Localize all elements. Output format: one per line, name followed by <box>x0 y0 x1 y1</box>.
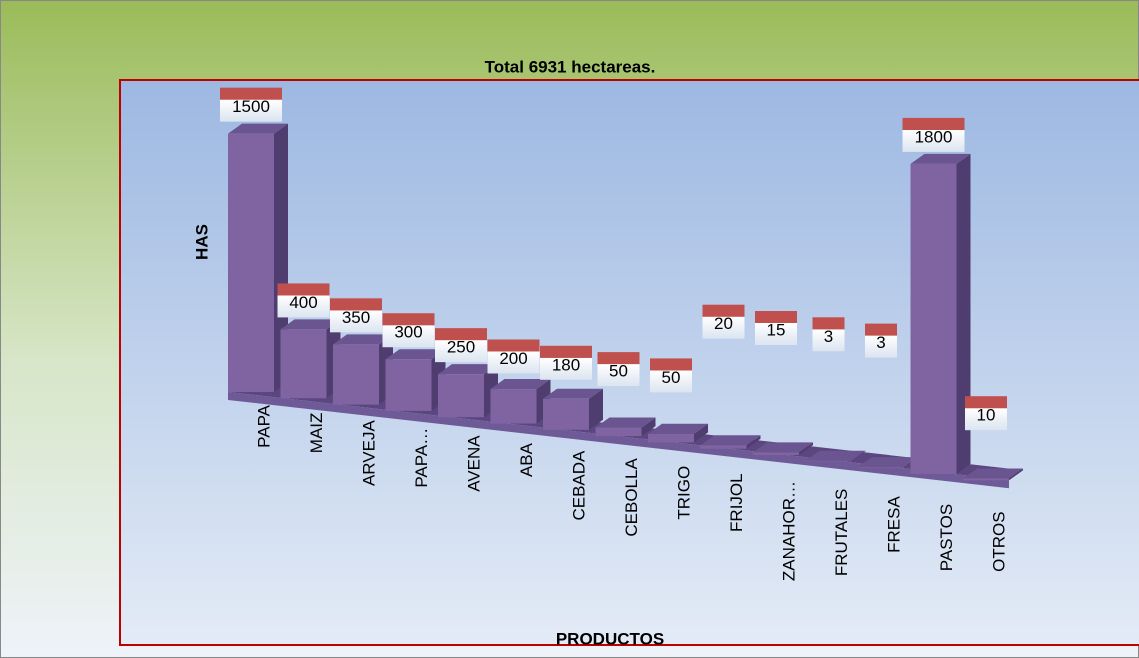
bar-side <box>589 388 603 430</box>
y-axis-label: HAS <box>192 224 211 260</box>
bar <box>595 427 642 437</box>
bar <box>385 359 432 411</box>
bar <box>228 133 274 392</box>
x-tick-label: FRESA <box>884 496 903 553</box>
bar-top <box>805 450 866 461</box>
bar-top <box>963 468 1023 479</box>
data-label-box <box>755 311 797 345</box>
x-tick-label: ABA <box>517 442 536 477</box>
x-tick-label: OTROS <box>989 511 1008 571</box>
data-label-box <box>330 298 382 333</box>
data-label-box <box>435 328 487 363</box>
bar-side <box>274 123 288 393</box>
bar <box>438 374 484 418</box>
bar <box>543 398 589 430</box>
bar <box>648 433 694 443</box>
bar-side <box>1009 468 1023 481</box>
bar <box>963 478 1009 481</box>
x-tick-label: ARVEJA <box>359 420 378 486</box>
bar-top <box>753 442 813 453</box>
data-label: 1800 <box>915 127 953 146</box>
x-tick-label: CEBADA <box>569 450 588 521</box>
x-tick-label: PAPA… <box>412 428 431 488</box>
data-label-box <box>220 87 282 122</box>
bar-side <box>799 442 813 455</box>
bar-top <box>700 435 761 446</box>
data-label: 50 <box>609 362 628 381</box>
bar-side <box>641 417 656 437</box>
bar <box>280 329 327 399</box>
x-tick-label: FRUTALES <box>832 489 851 577</box>
x-tick-label: AVENA <box>464 435 483 492</box>
x-tick-label: PAPA <box>254 404 273 447</box>
data-label-box <box>487 339 540 374</box>
bar-side <box>851 450 866 462</box>
bar-top <box>858 457 918 468</box>
data-label: 50 <box>662 368 681 387</box>
data-label: 3 <box>876 333 885 352</box>
data-label-box <box>865 323 897 358</box>
bar-top <box>595 417 656 428</box>
data-label: 10 <box>977 406 996 425</box>
data-label-box <box>812 317 845 352</box>
bar <box>700 445 747 449</box>
x-tick-label: ZANAHOR… <box>779 481 798 581</box>
chart-title: Total 6931 hectareas. <box>485 57 656 76</box>
data-label-box <box>650 358 692 393</box>
bar <box>910 163 957 474</box>
x-tick-label: MAIZ <box>307 413 326 454</box>
x-axis-label: PRODUCTOS <box>556 629 664 648</box>
x-tick-label: FRIJOL <box>727 473 746 532</box>
data-label: 250 <box>447 338 475 357</box>
bar-side <box>746 435 761 449</box>
bar-top <box>648 423 708 434</box>
bar-top <box>438 364 498 375</box>
data-label: 3 <box>824 327 833 346</box>
bar-top <box>228 123 288 134</box>
bar-top <box>490 379 551 390</box>
data-label: 20 <box>714 314 733 333</box>
bar <box>753 452 799 455</box>
bar <box>333 344 379 405</box>
bar-side <box>956 153 971 474</box>
bar-top <box>543 388 603 399</box>
bars: 1500PAPA400MAIZ350ARVEJA300PAPA…250AVENA… <box>220 87 1023 581</box>
data-label: 300 <box>394 323 422 342</box>
data-label-box <box>540 345 592 380</box>
data-label: 180 <box>552 355 580 374</box>
data-label: 400 <box>289 293 317 312</box>
bar-top <box>385 349 446 360</box>
bar <box>490 389 537 424</box>
bar-top <box>910 153 971 164</box>
x-tick-label: CEBOLLA <box>622 458 641 537</box>
data-label: 350 <box>342 308 370 327</box>
bar-top <box>280 319 341 330</box>
data-label: 200 <box>499 349 527 368</box>
x-tick-label: TRIGO <box>674 466 693 520</box>
data-label: 15 <box>767 320 786 339</box>
bar <box>858 467 904 468</box>
x-tick-label: PASTOS <box>937 504 956 571</box>
data-label: 1500 <box>232 97 270 116</box>
data-label-box <box>382 313 435 348</box>
floor-front <box>228 392 1009 489</box>
bar-side <box>694 423 708 443</box>
data-label-box <box>277 283 330 318</box>
data-label-box <box>965 396 1007 431</box>
data-label-box <box>902 117 965 152</box>
data-label-box <box>597 352 640 387</box>
bar-top <box>333 334 393 345</box>
data-label-box <box>702 304 745 339</box>
bar <box>805 460 852 462</box>
